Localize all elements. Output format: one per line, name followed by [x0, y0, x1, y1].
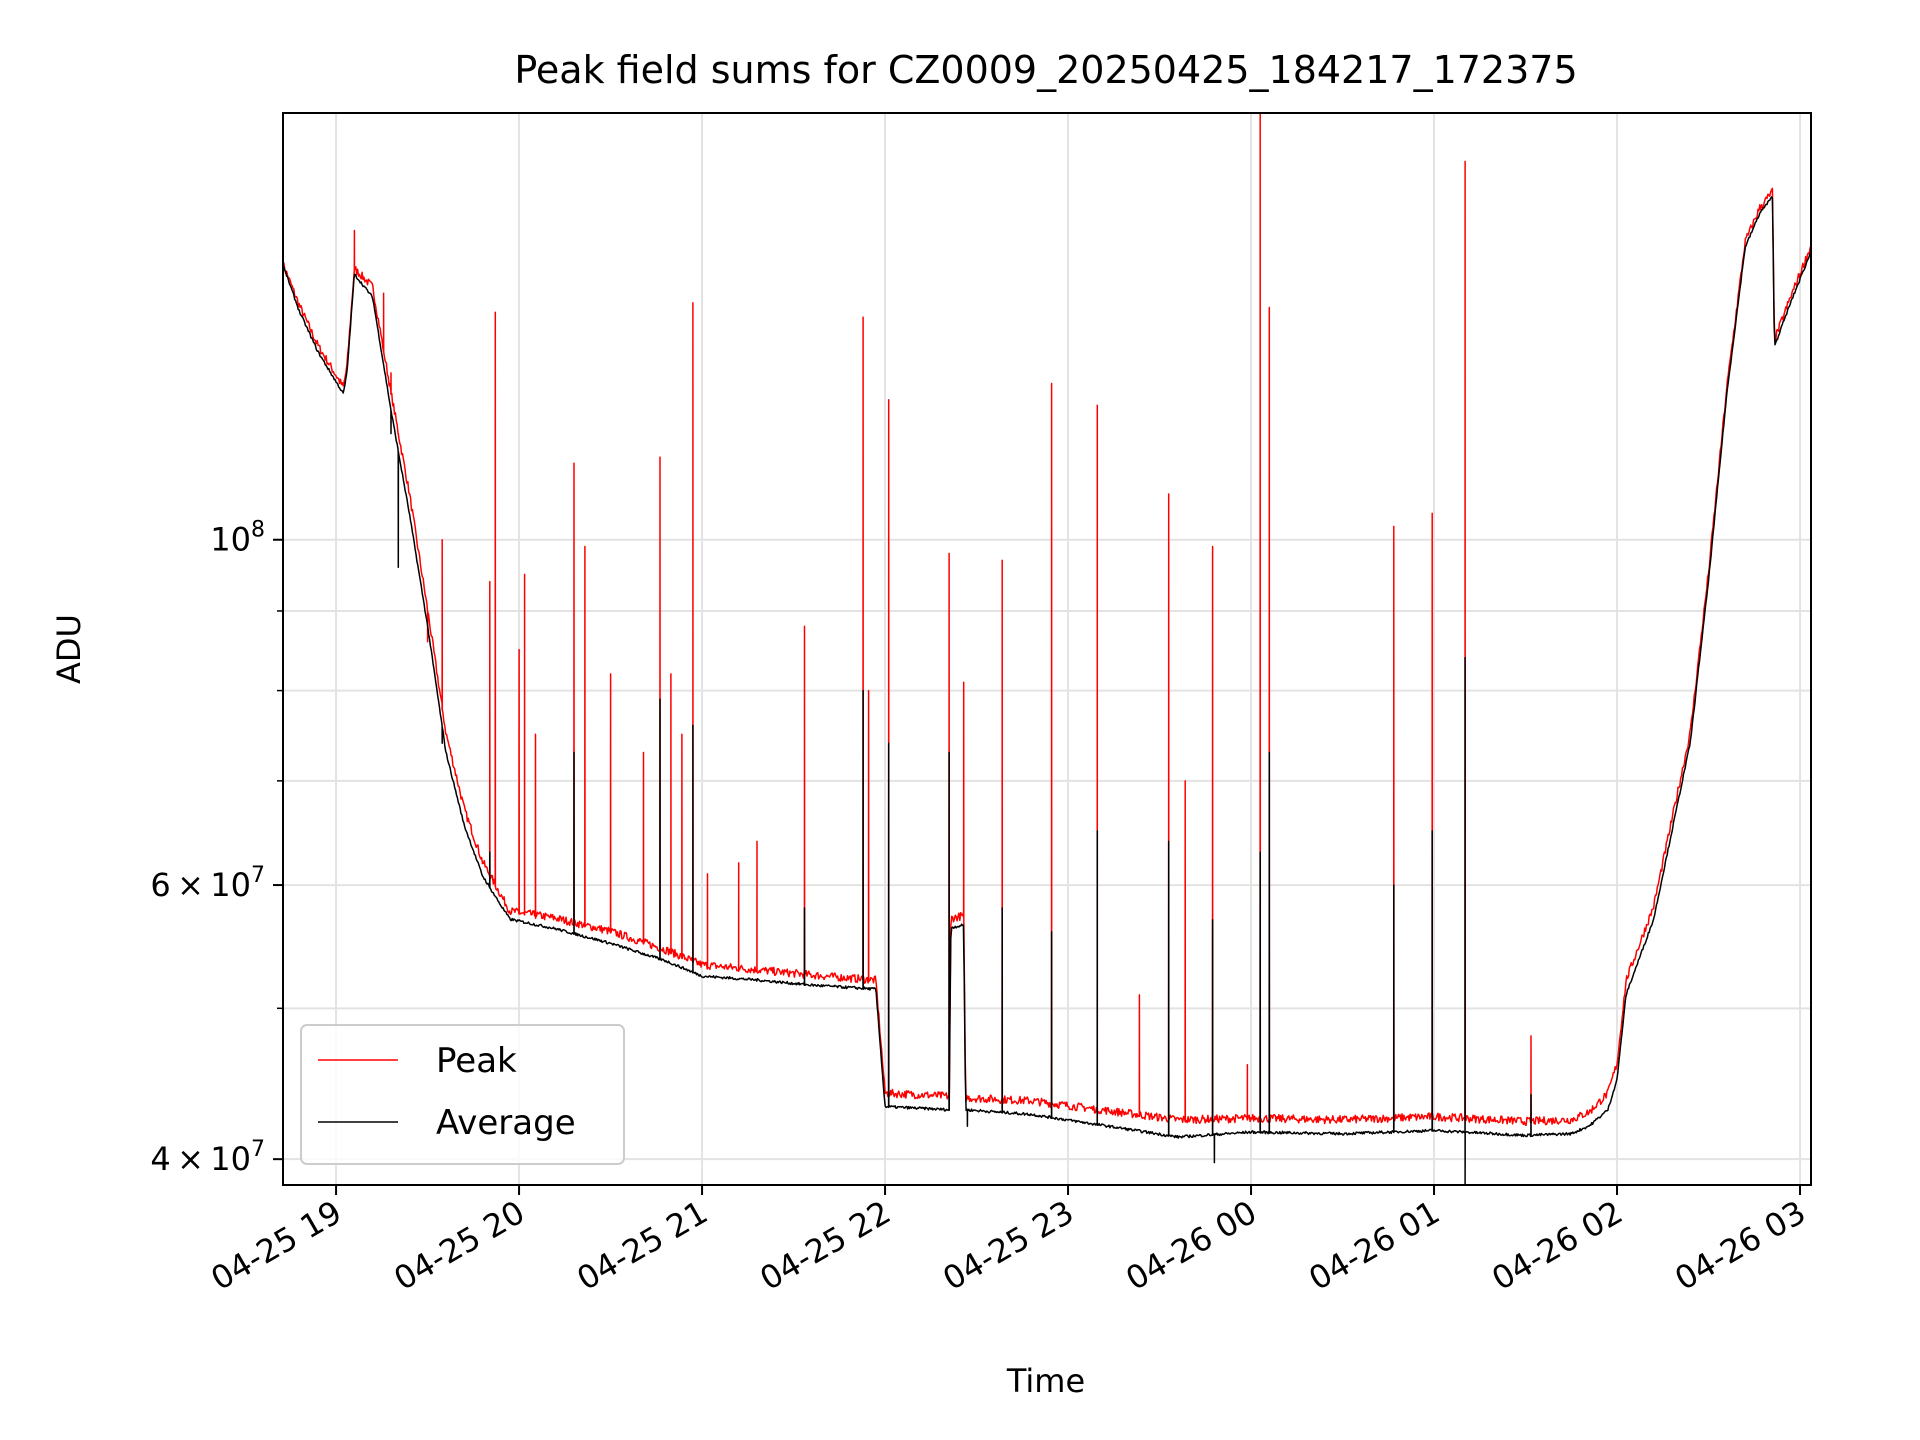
grid [283, 113, 1811, 1185]
legend-label-peak: Peak [436, 1041, 517, 1081]
x-axis-label: Time [1006, 1362, 1085, 1400]
series-line-peak [283, 113, 1811, 1127]
chart-title: Peak field sums for CZ0009_20250425_1842… [514, 48, 1577, 92]
legend-label-average: Average [436, 1103, 576, 1143]
y-axis-label: ADU [50, 614, 88, 684]
y-tick-label: 4 × 107 [150, 1137, 265, 1178]
plot-frame [282, 112, 1812, 1186]
legend: Peak Average [300, 1024, 625, 1165]
data-lines [283, 113, 1811, 1185]
series-line-average [283, 196, 1811, 1185]
y-tick-label: 6 × 107 [150, 863, 265, 904]
y-tick-label: 108 [210, 518, 265, 559]
